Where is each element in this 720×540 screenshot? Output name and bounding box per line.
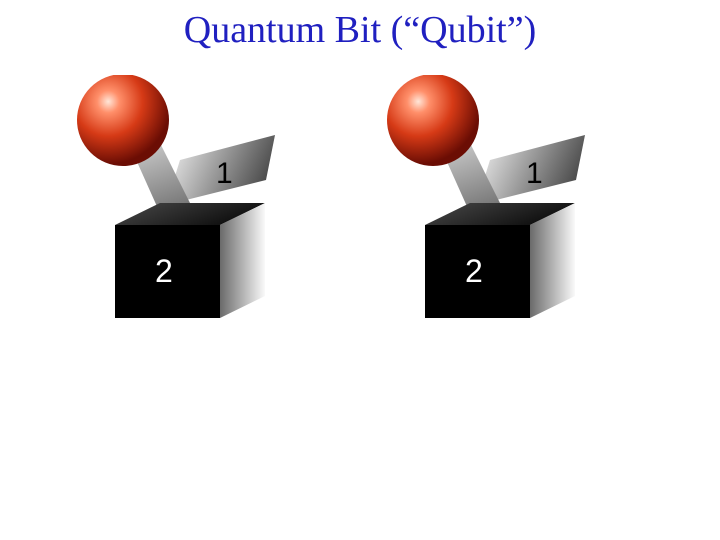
page-title: Quantum Bit (“Qubit”) — [0, 8, 720, 52]
lid-label: 1 — [526, 157, 543, 190]
qubit-right-svg: 1 2 — [370, 75, 630, 335]
diagram-row: 1 2 — [0, 75, 720, 375]
qubit-right: 1 2 — [370, 75, 630, 335]
box-front-label: 2 — [155, 253, 173, 289]
sphere — [387, 75, 479, 166]
qubit-left-svg: 1 2 — [60, 75, 320, 335]
sphere — [77, 75, 169, 166]
qubit-left: 1 2 — [60, 75, 320, 335]
box-front-label: 2 — [465, 253, 483, 289]
lid-label: 1 — [216, 157, 233, 190]
